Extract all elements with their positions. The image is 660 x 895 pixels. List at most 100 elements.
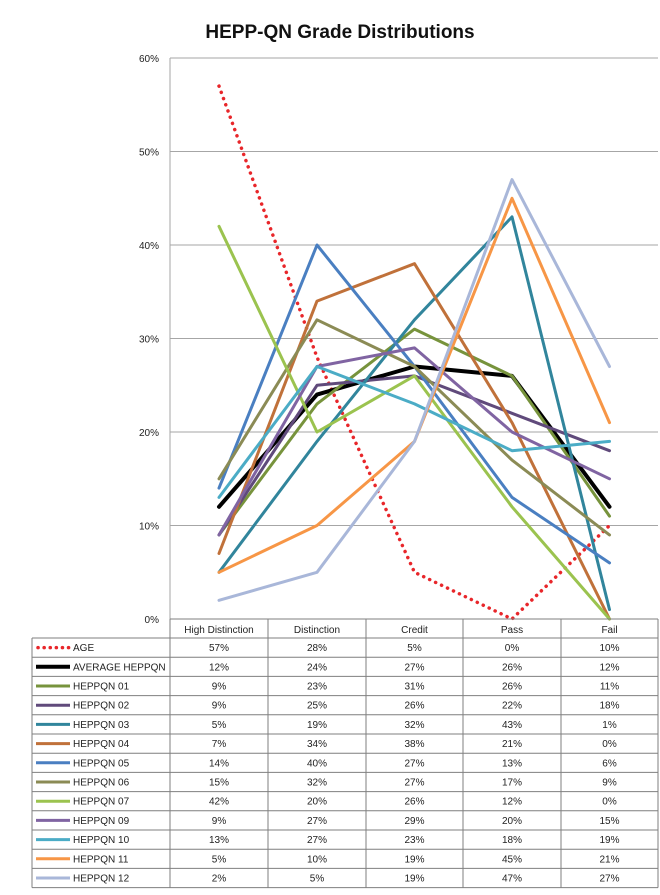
data-cell-value: 27% (307, 816, 327, 827)
y-tick-label: 30% (139, 335, 159, 346)
data-cell-value: 9% (212, 816, 227, 827)
data-cell-value: 26% (404, 797, 424, 808)
data-cell-value: 5% (212, 720, 227, 731)
data-cell-value: 18% (599, 701, 619, 712)
y-tick-label: 50% (139, 148, 159, 159)
series-line-age (217, 84, 612, 621)
data-cell-value: 38% (404, 739, 424, 750)
category-label: Pass (501, 625, 523, 636)
data-cell-value: 13% (209, 835, 229, 846)
series-line-heppqn-06 (217, 318, 611, 537)
legend-series-name: HEPPQN 10 (73, 835, 130, 846)
data-table: High Distinction Distinction Credit Pass Fai… (31, 618, 659, 889)
series-line-heppqn-01 (217, 327, 611, 537)
legend-series-name: HEPPQN 09 (73, 816, 130, 827)
data-cell-value: 24% (307, 662, 327, 673)
legend-series-name: HEPPQN 04 (73, 739, 130, 750)
legend-series-name: HEPPQN 02 (73, 701, 130, 712)
data-cell-value: 21% (502, 739, 522, 750)
data-cell-value: 10% (307, 854, 327, 865)
y-tick-label: 20% (139, 428, 159, 439)
data-cell-value: 28% (307, 643, 327, 654)
legend-series-name: HEPPQN 12 (73, 874, 130, 885)
data-cell-value: 27% (599, 874, 619, 885)
data-cell-value: 19% (307, 720, 327, 731)
data-cell-value: 27% (404, 758, 424, 769)
series-line-heppqn-07 (217, 224, 611, 621)
data-cell-value: 9% (212, 701, 227, 712)
data-cell-value: 25% (307, 701, 327, 712)
data-cell-value: 6% (602, 758, 617, 769)
data-cell-value: 2% (212, 874, 227, 885)
data-cell-value: 14% (209, 758, 229, 769)
legend-series-name: HEPPQN 07 (73, 797, 130, 808)
series-line-heppqn-04 (217, 262, 611, 621)
data-cell-value: 47% (502, 874, 522, 885)
data-cell-value: 34% (307, 739, 327, 750)
data-cell-value: 19% (599, 835, 619, 846)
legend-series-name: AGE (73, 643, 94, 654)
legend-series-name: AVERAGE HEPPQN (73, 662, 166, 673)
data-cell-value: 45% (502, 854, 522, 865)
data-cell-value: 23% (307, 682, 327, 693)
legend-series-name: HEPPQN 11 (73, 854, 129, 865)
data-cell-value: 27% (404, 662, 424, 673)
data-cell-value: 23% (404, 835, 424, 846)
data-cell-value: 7% (212, 739, 227, 750)
legend-series-name: HEPPQN 06 (73, 778, 130, 789)
data-cell-value: 1% (602, 720, 617, 731)
data-cell-value: 12% (209, 662, 229, 673)
series-lines (217, 84, 612, 621)
category-label: Fail (601, 625, 617, 636)
category-label: Credit (401, 625, 428, 636)
data-cell-value: 57% (209, 643, 229, 654)
data-cell-value: 15% (209, 778, 229, 789)
data-cell-value: 18% (502, 835, 522, 846)
data-cell-value: 15% (599, 816, 619, 827)
data-cell-value: 19% (404, 874, 424, 885)
series-line-heppqn-12 (217, 178, 611, 602)
data-cell-value: 12% (502, 797, 522, 808)
y-tick-label: 60% (139, 54, 159, 65)
data-cell-value: 27% (404, 778, 424, 789)
data-cell-value: 5% (407, 643, 422, 654)
data-cell-value: 21% (599, 854, 619, 865)
data-cell-value: 0% (602, 797, 617, 808)
series-line-heppqn-03 (217, 215, 611, 612)
chart-title: HEPP-QN Grade Distributions (205, 22, 474, 43)
legend-series-name: HEPPQN 03 (73, 720, 130, 731)
data-cell-value: 13% (502, 758, 522, 769)
data-cell-value: 40% (307, 758, 327, 769)
data-cell-value: 43% (502, 720, 522, 731)
category-label: Distinction (294, 625, 340, 636)
data-cell-value: 11% (600, 682, 619, 693)
y-axis-tick-labels: 0% 10% 20% 30% 40% 50% 60% (139, 54, 159, 626)
data-cell-value: 0% (505, 643, 520, 654)
y-tick-label: 0% (145, 615, 160, 626)
data-cell-value: 5% (212, 854, 227, 865)
data-cell-value: 22% (502, 701, 522, 712)
data-cell-value: 9% (602, 778, 617, 789)
data-cell-value: 32% (307, 778, 327, 789)
data-cell-value: 12% (599, 662, 619, 673)
y-tick-label: 40% (139, 241, 159, 252)
data-cell-value: 20% (502, 816, 522, 827)
data-cell-value: 19% (404, 854, 424, 865)
data-cell-value: 29% (404, 816, 424, 827)
y-tick-label: 10% (139, 522, 159, 533)
data-cell-value: 0% (602, 739, 617, 750)
data-cell-value: 20% (307, 797, 327, 808)
data-cell-value: 26% (502, 662, 522, 673)
data-cell-value: 32% (404, 720, 424, 731)
data-cell-value: 10% (599, 643, 619, 654)
data-cell-value: 42% (209, 797, 229, 808)
data-cell-value: 26% (502, 682, 522, 693)
data-cell-value: 31% (404, 682, 424, 693)
data-cell-value: 17% (502, 778, 522, 789)
series-line-heppqn-10 (217, 365, 611, 499)
data-cell-value: 9% (212, 682, 227, 693)
legend-series-name: HEPPQN 05 (73, 758, 130, 769)
category-label: High Distinction (184, 625, 253, 636)
data-cell-value: 27% (307, 835, 327, 846)
